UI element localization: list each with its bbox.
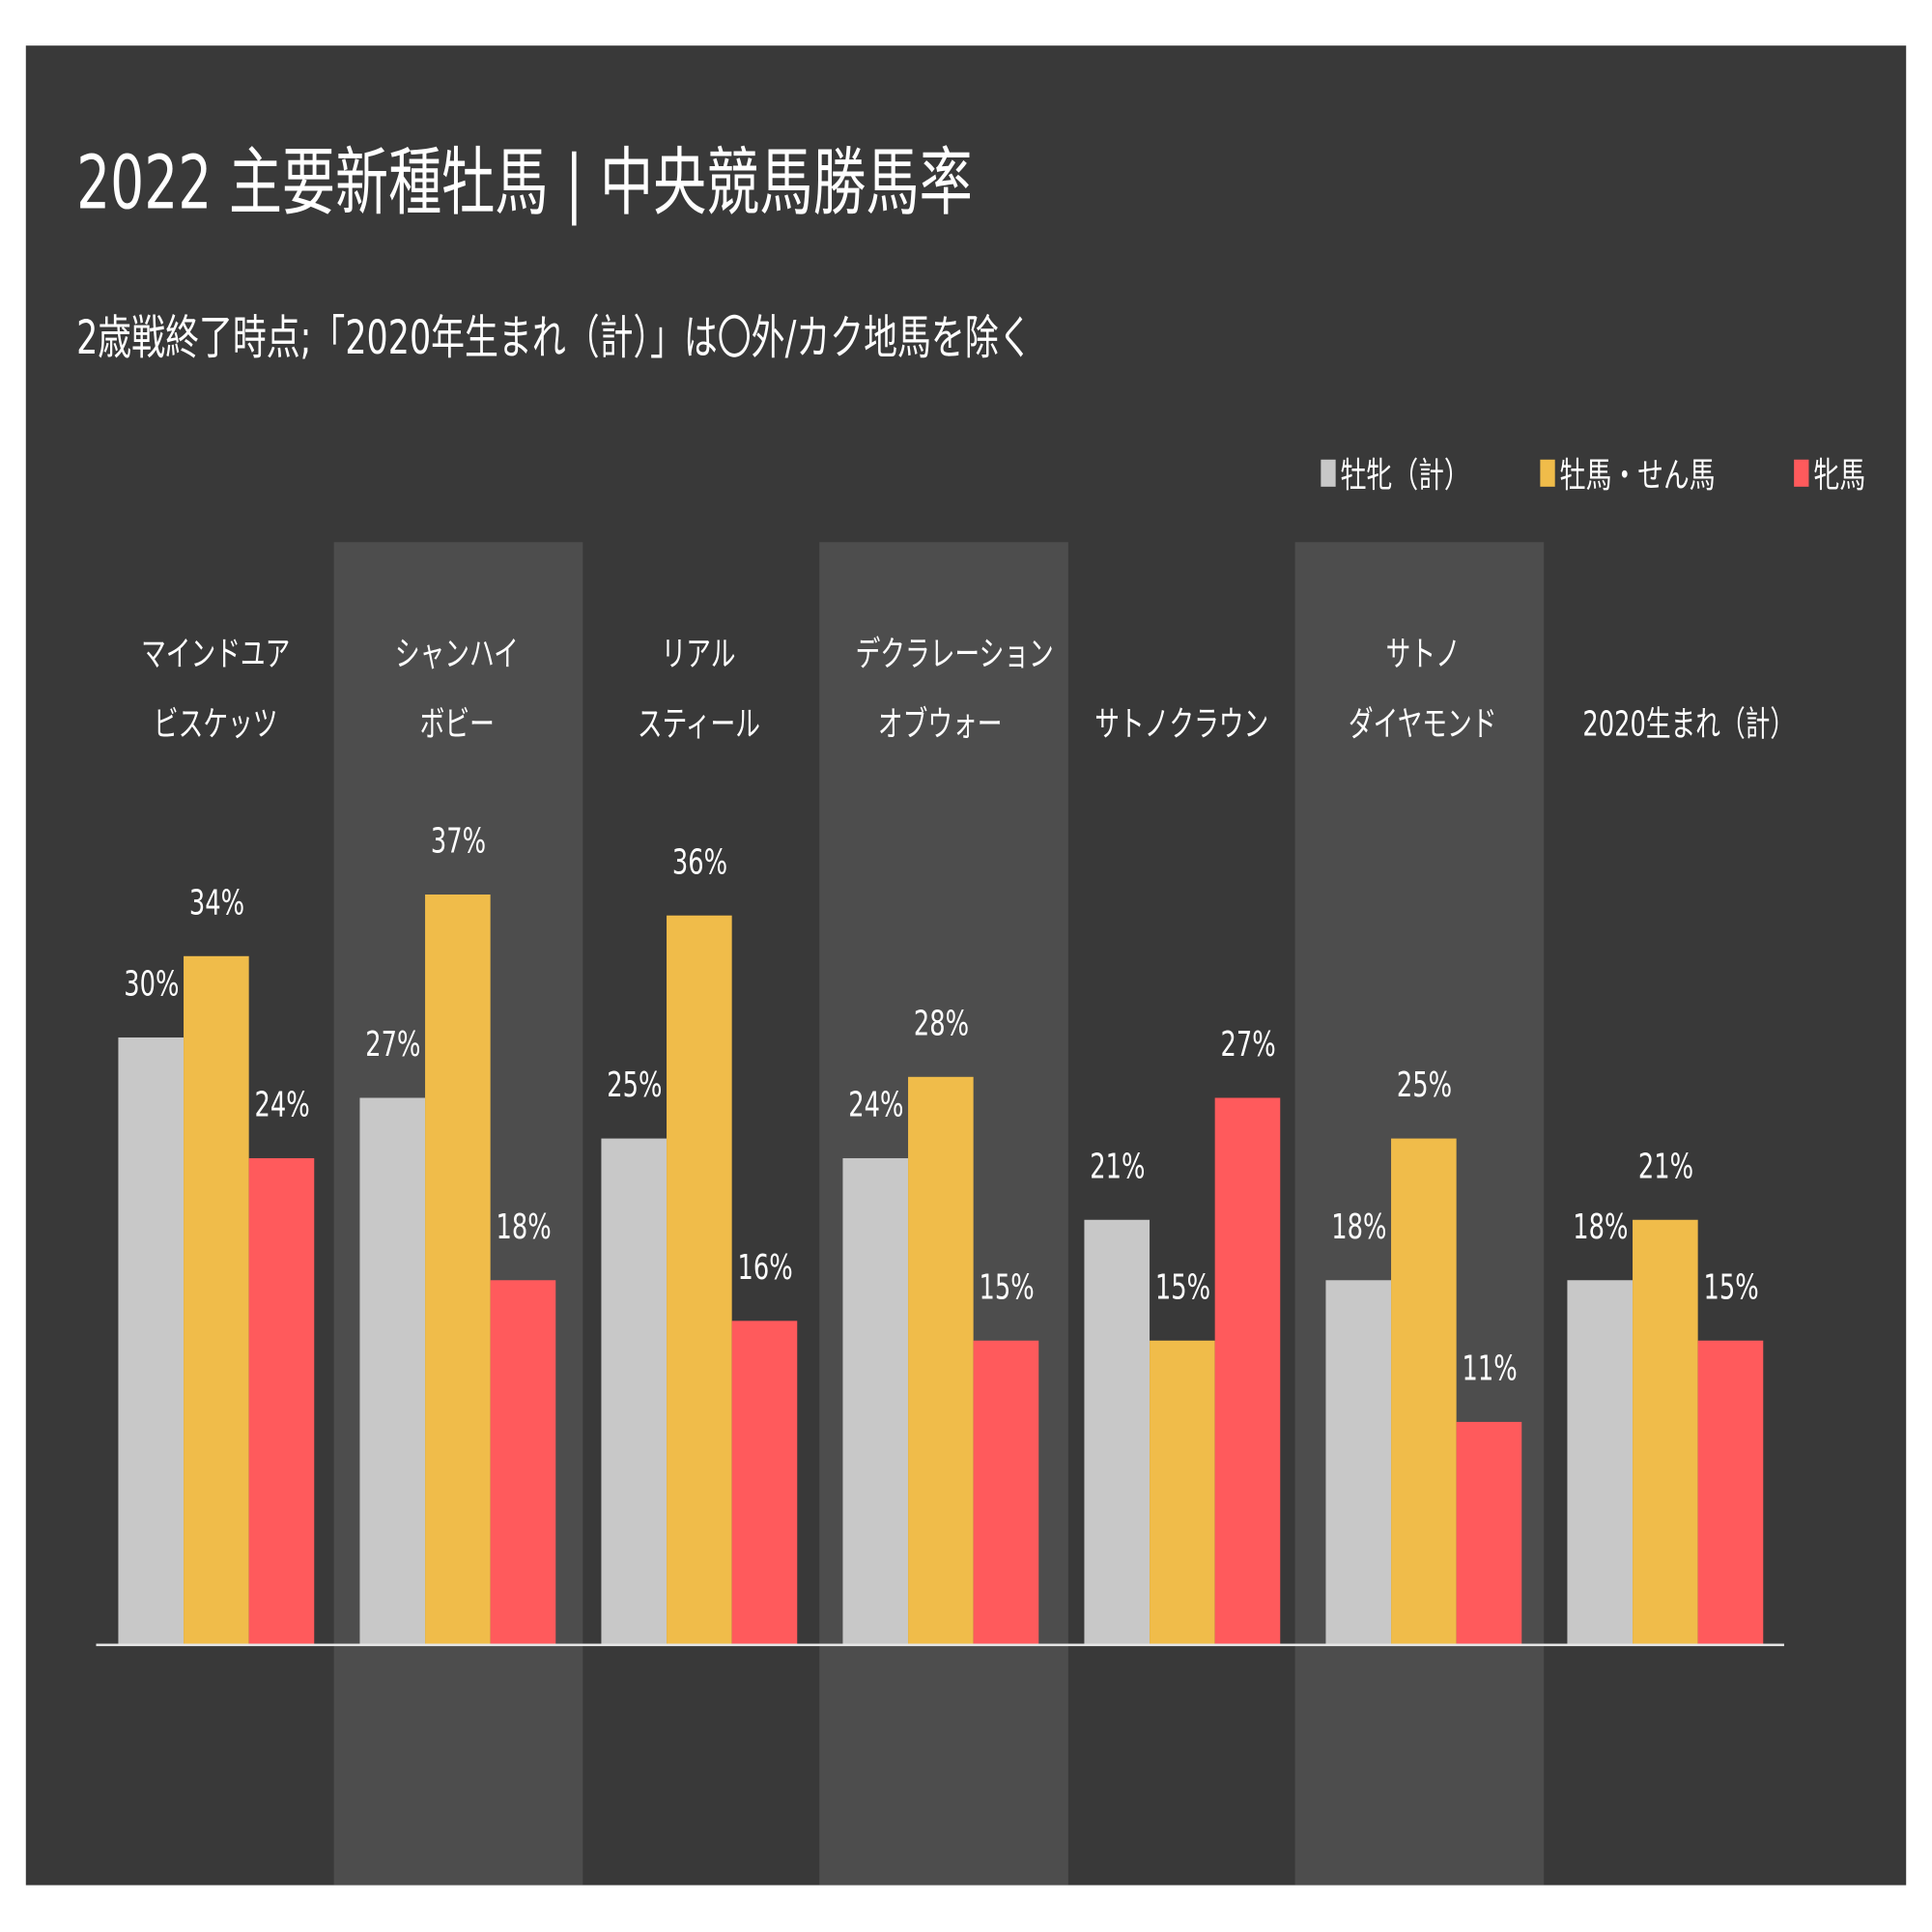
bar <box>1633 1219 1698 1645</box>
bar <box>842 1158 909 1645</box>
category-label: デクラレーション <box>855 633 1054 674</box>
category-label: 2020生まれ（計） <box>1582 703 1796 745</box>
legend-swatch <box>1321 459 1336 487</box>
data-label: 21% <box>1089 1145 1145 1186</box>
bar <box>359 1097 426 1645</box>
category-label: シャンハイ <box>395 633 520 674</box>
bar <box>1697 1341 1764 1645</box>
category-label: サトノクラウン <box>1094 703 1269 745</box>
category-label: マインドユア <box>141 633 291 674</box>
legend-swatch <box>1540 459 1555 487</box>
legend-item: 牡牝（計） <box>1321 448 1513 497</box>
bar <box>667 915 732 1645</box>
category-label: オブウォー <box>877 703 1003 745</box>
data-label: 36% <box>671 840 727 883</box>
legend-label: 牝馬 <box>1813 454 1866 496</box>
chart-title: 2022 主要新種牡馬 | 中央競馬勝馬率 <box>76 140 973 227</box>
bar <box>1214 1097 1281 1645</box>
data-label: 24% <box>253 1084 310 1125</box>
data-label: 27% <box>364 1023 420 1065</box>
data-label: 11% <box>1461 1348 1518 1389</box>
category-label: スティール <box>637 703 760 745</box>
legend-label: 牡牝（計） <box>1340 454 1470 496</box>
data-label: 15% <box>1154 1266 1210 1308</box>
chart-subtitle: 2歳戦終了時点;「2020年生まれ（計）」は〇外/カク地馬を除く <box>76 310 1033 365</box>
category-label: ダイヤモンド <box>1349 703 1497 745</box>
bar <box>731 1321 798 1645</box>
data-label: 24% <box>847 1084 903 1125</box>
legend-swatch <box>1794 459 1809 487</box>
legend-item: 牡馬・せん馬 <box>1540 448 1767 497</box>
data-label: 21% <box>1637 1145 1693 1186</box>
bar <box>118 1037 185 1645</box>
data-label: 25% <box>606 1064 662 1105</box>
category-label: リアル <box>661 633 736 674</box>
bar <box>1567 1280 1634 1645</box>
data-label: 28% <box>913 1003 969 1044</box>
data-label: 15% <box>978 1266 1035 1308</box>
bar <box>1391 1138 1457 1645</box>
data-label: 25% <box>1396 1064 1452 1105</box>
bar <box>425 895 491 1645</box>
data-label: 18% <box>1572 1206 1628 1247</box>
bar <box>490 1280 556 1645</box>
x-axis-line <box>96 1643 1784 1647</box>
bar <box>601 1138 668 1645</box>
legend: 牡牝（計） 牡馬・せん馬 牝馬 <box>1321 448 1910 497</box>
data-label: 15% <box>1702 1266 1759 1308</box>
bar <box>1150 1341 1215 1645</box>
data-label: 37% <box>430 820 486 863</box>
category-label: ビスケッツ <box>153 703 278 745</box>
data-label: 16% <box>736 1246 793 1288</box>
data-label: 18% <box>495 1206 552 1247</box>
bar <box>248 1158 315 1645</box>
category-label: ボビー <box>419 703 495 745</box>
data-label: 27% <box>1219 1023 1276 1065</box>
legend-label: 牡馬・せん馬 <box>1559 454 1716 496</box>
legend-item: 牝馬 <box>1794 448 1883 497</box>
data-label: 18% <box>1330 1206 1386 1247</box>
bar <box>184 955 249 1645</box>
category-label: サトノ <box>1385 633 1461 674</box>
bar <box>973 1341 1039 1645</box>
data-label: 30% <box>123 962 179 1004</box>
data-label: 34% <box>188 881 244 923</box>
bar <box>1325 1280 1392 1645</box>
bar <box>908 1077 974 1645</box>
bar <box>1456 1421 1522 1645</box>
bar <box>1084 1219 1151 1645</box>
